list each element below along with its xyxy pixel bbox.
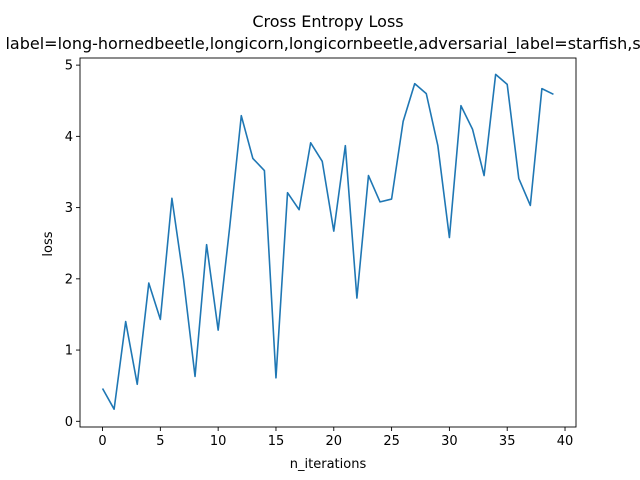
data-point: [171, 198, 173, 200]
data-point: [472, 128, 474, 130]
y-tick-label: 1: [65, 344, 73, 359]
data-point: [240, 115, 242, 117]
y-tick-label: 4: [65, 130, 73, 145]
x-axis-label: n_iterations: [290, 457, 367, 472]
data-point: [194, 376, 196, 378]
x-tick-label: 20: [326, 434, 343, 449]
data-point: [252, 158, 254, 160]
data-point: [333, 230, 335, 232]
data-point: [264, 170, 266, 172]
x-tick-label: 15: [268, 434, 285, 449]
data-point: [356, 297, 358, 299]
series-line-0: [101, 73, 554, 410]
data-point: [229, 226, 231, 228]
y-tick-label: 0: [65, 415, 73, 430]
data-point: [414, 83, 416, 85]
x-tick-label: 25: [383, 434, 400, 449]
data-point: [449, 237, 451, 239]
x-tick-label: 0: [98, 434, 106, 449]
data-point: [518, 178, 520, 180]
data-point: [495, 74, 497, 76]
data-point: [368, 175, 370, 177]
data-point: [402, 121, 404, 123]
data-point: [136, 383, 138, 385]
data-point: [483, 175, 485, 177]
chart-title: Cross Entropy Loss: [252, 12, 403, 31]
data-point: [425, 93, 427, 95]
x-tick-label: 35: [499, 434, 516, 449]
data-point: [298, 209, 300, 211]
data-point: [275, 377, 277, 379]
data-point: [391, 198, 393, 200]
data-point: [160, 319, 162, 321]
data-point: [183, 278, 185, 280]
data-point: [379, 201, 381, 203]
x-tick-label: 30: [441, 434, 458, 449]
plot-area: 0 5 10 15 20 25 30 35 40 0 1 2 3 4 5: [65, 57, 577, 449]
data-point: [125, 321, 127, 323]
x-tick-label: 10: [210, 434, 227, 449]
data-point: [102, 388, 104, 390]
y-axis-label: loss: [41, 231, 56, 256]
data-point: [506, 84, 508, 86]
data-point: [345, 145, 347, 147]
data-point: [460, 105, 462, 107]
data-point: [206, 244, 208, 246]
x-tick-label: 5: [156, 434, 164, 449]
y-tick-label: 5: [65, 59, 73, 74]
chart-subtitle: label=long-hornedbeetle,longicorn,longic…: [5, 34, 640, 54]
axes-frame: [79, 57, 577, 428]
data-point: [148, 282, 150, 284]
data-point: [217, 329, 219, 331]
data-point: [287, 192, 289, 194]
data-point: [530, 205, 532, 207]
data-point: [437, 145, 439, 147]
y-tick-label: 3: [65, 201, 73, 216]
data-point: [310, 142, 312, 144]
data-point: [321, 160, 323, 162]
data-point: [541, 88, 543, 90]
data-point: [553, 94, 555, 96]
y-tick-label: 2: [65, 272, 73, 287]
data-point: [113, 408, 115, 410]
x-tick-label: 40: [557, 434, 574, 449]
